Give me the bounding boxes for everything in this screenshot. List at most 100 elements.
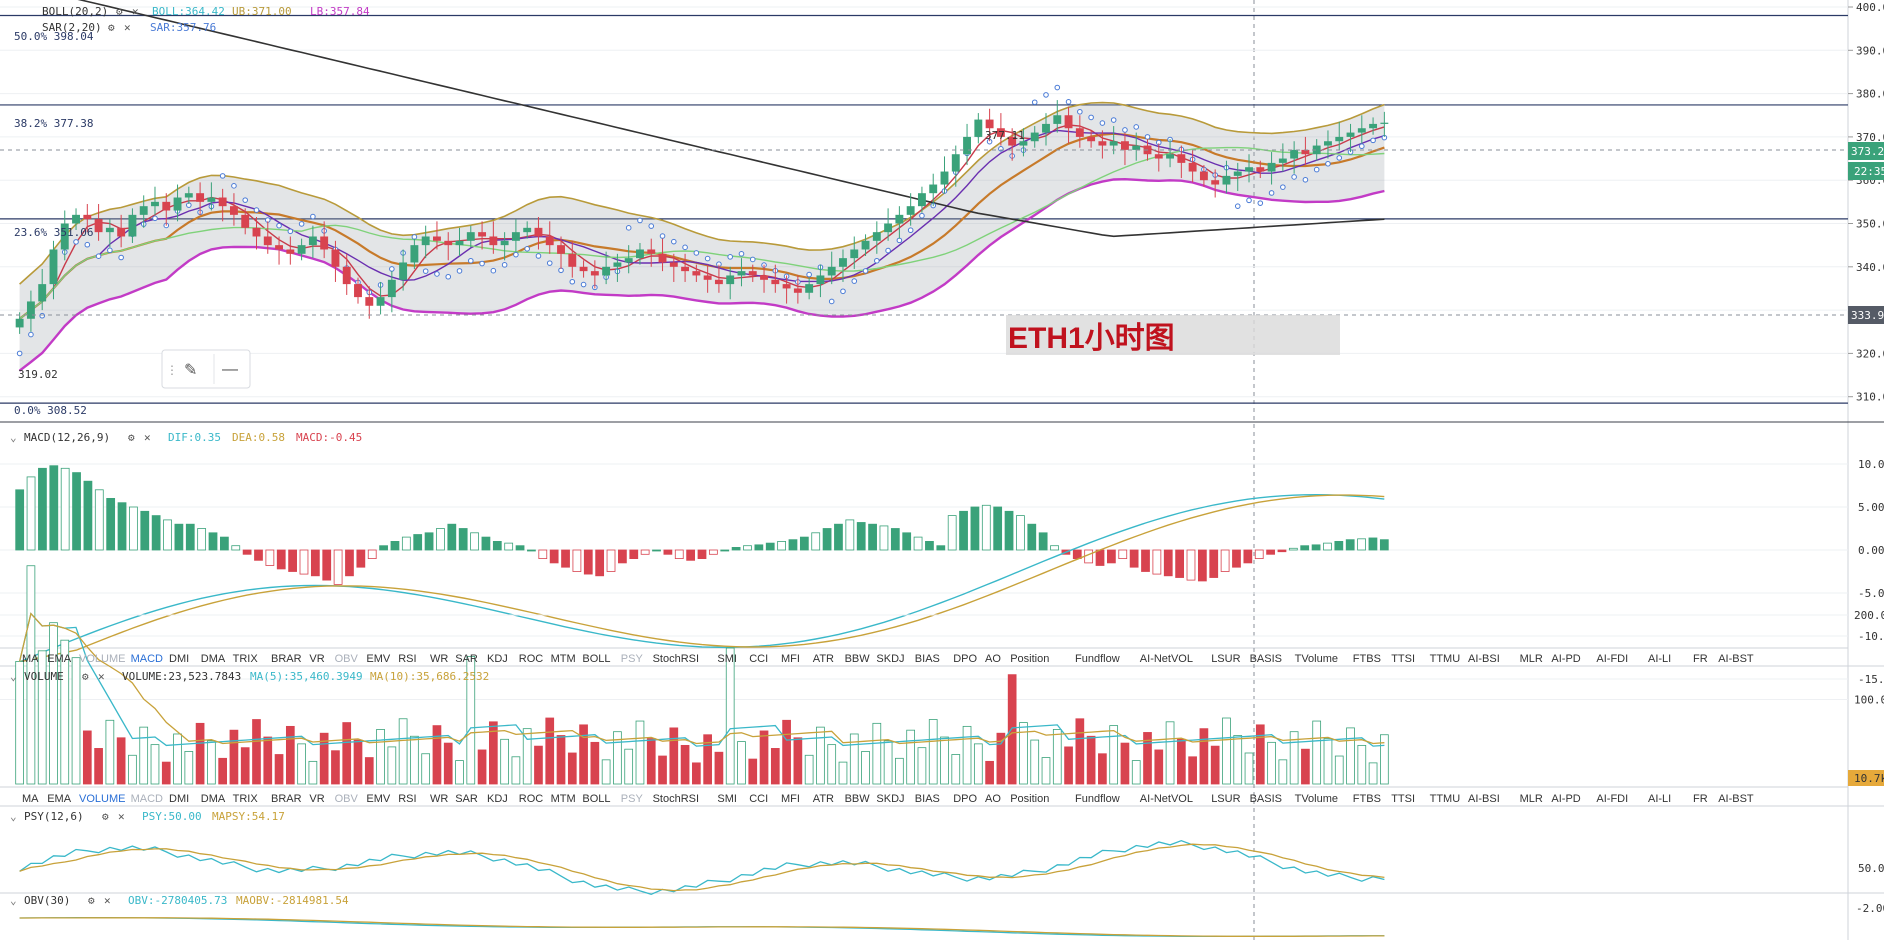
tool-pencil-icon[interactable]: ✎ <box>184 362 197 379</box>
indicator-tab[interactable]: AI-BSI <box>1468 653 1500 665</box>
indicator-tab[interactable]: DPO <box>953 793 977 805</box>
indicator-tab[interactable]: SMI <box>717 793 737 805</box>
indicator-tab[interactable]: Position <box>1010 653 1049 665</box>
indicator-tab[interactable]: VR <box>309 793 324 805</box>
indicator-tab[interactable]: TTSI <box>1391 793 1415 805</box>
indicator-tab[interactable]: MFI <box>781 653 800 665</box>
indicator-tab[interactable]: RSI <box>398 793 416 805</box>
indicator-tab[interactable]: CCI <box>749 653 768 665</box>
obv-settings-icon[interactable]: ⚙ <box>88 894 95 907</box>
indicator-tab[interactable]: AI-BST <box>1718 793 1754 805</box>
indicator-tab[interactable]: TRIX <box>233 653 259 665</box>
drawing-toolbox[interactable]: ⋮ ✎ — <box>161 349 251 389</box>
indicator-tab[interactable]: AI-NetVOL <box>1140 793 1193 805</box>
indicator-tab[interactable]: EMV <box>366 793 391 805</box>
indicator-tab[interactable]: DMA <box>201 653 226 665</box>
vol-collapse-icon[interactable]: ⌄ <box>10 670 17 683</box>
indicator-tab[interactable]: TTSI <box>1391 653 1415 665</box>
indicator-tab[interactable]: SKDJ <box>876 653 904 665</box>
indicator-tab[interactable]: PSY <box>621 653 644 665</box>
vol-settings-icon[interactable]: ⚙ <box>82 670 89 683</box>
indicator-tab[interactable]: VOLUME <box>79 653 125 665</box>
indicator-tab[interactable]: BOLL <box>582 653 610 665</box>
indicator-tab[interactable]: TTMU <box>1430 653 1461 665</box>
indicator-tab[interactable]: BBW <box>845 653 871 665</box>
vol-close-icon[interactable]: ✕ <box>98 670 105 683</box>
obv-collapse-icon[interactable]: ⌄ <box>10 894 17 907</box>
indicator-tab[interactable]: ROC <box>519 653 544 665</box>
indicator-tab[interactable]: AI-LI <box>1648 793 1671 805</box>
indicator-tab[interactable]: LSUR <box>1211 653 1240 665</box>
indicator-tab[interactable]: BOLL <box>582 793 610 805</box>
indicator-tab[interactable]: MLR <box>1520 653 1543 665</box>
indicator-tab[interactable]: ROC <box>519 793 544 805</box>
obv-close-icon[interactable]: ✕ <box>104 894 111 907</box>
macd-collapse-icon[interactable]: ⌄ <box>10 431 17 444</box>
indicator-tab[interactable]: BRAR <box>271 793 302 805</box>
indicator-tab[interactable]: WR <box>430 793 448 805</box>
indicator-tab[interactable]: DMI <box>169 793 189 805</box>
indicator-tab[interactable]: AI-LI <box>1648 653 1671 665</box>
indicator-tab[interactable]: AI-PD <box>1551 793 1580 805</box>
indicator-tab[interactable]: BIAS <box>915 793 940 805</box>
indicator-tab[interactable]: DMA <box>201 793 226 805</box>
indicator-tab[interactable]: TVolume <box>1295 793 1338 805</box>
indicator-tab[interactable]: MA <box>22 793 39 805</box>
indicator-tab[interactable]: WR <box>430 653 448 665</box>
indicator-tab[interactable]: AO <box>985 793 1001 805</box>
indicator-tab[interactable]: BRAR <box>271 653 302 665</box>
indicator-tab[interactable]: MLR <box>1520 793 1543 805</box>
indicator-tab[interactable]: CCI <box>749 793 768 805</box>
macd-close-icon[interactable]: ✕ <box>144 431 151 444</box>
indicator-tab[interactable]: EMA <box>47 793 71 805</box>
indicator-tab[interactable]: OBV <box>335 793 359 805</box>
indicator-tab[interactable]: AI-FDI <box>1596 793 1628 805</box>
indicator-tab[interactable]: VR <box>309 653 324 665</box>
psy-settings-icon[interactable]: ⚙ <box>102 810 109 823</box>
indicator-tab[interactable]: SMI <box>717 653 737 665</box>
indicator-tab[interactable]: LSUR <box>1211 793 1240 805</box>
psy-collapse-icon[interactable]: ⌄ <box>10 810 17 823</box>
indicator-tab[interactable]: MACD <box>131 653 163 665</box>
indicator-tab[interactable]: AI-BSI <box>1468 793 1500 805</box>
indicator-tab[interactable]: KDJ <box>487 653 508 665</box>
indicator-tab[interactable]: MA <box>22 653 39 665</box>
sar-settings-icon[interactable]: ⚙ <box>108 21 115 34</box>
indicator-tab[interactable]: Fundflow <box>1075 653 1120 665</box>
indicator-tab[interactable]: FR <box>1693 653 1708 665</box>
indicator-tab[interactable]: TVolume <box>1295 653 1338 665</box>
indicator-tab[interactable]: Fundflow <box>1075 793 1120 805</box>
boll-close-icon[interactable]: ✕ <box>132 5 139 18</box>
indicator-tab[interactable]: StochRSI <box>653 653 699 665</box>
psy-close-icon[interactable]: ✕ <box>118 810 125 823</box>
indicator-tab[interactable]: ATR <box>813 793 834 805</box>
indicator-tab[interactable]: MTM <box>551 793 576 805</box>
indicator-tab[interactable]: AI-FDI <box>1596 653 1628 665</box>
indicator-tab[interactable]: RSI <box>398 653 416 665</box>
indicator-tab[interactable]: SAR <box>455 653 478 665</box>
indicator-tab[interactable]: AI-PD <box>1551 653 1580 665</box>
indicator-tab[interactable]: AI-NetVOL <box>1140 653 1193 665</box>
indicator-tab[interactable]: BASIS <box>1250 793 1282 805</box>
indicator-tab[interactable]: BIAS <box>915 653 940 665</box>
indicator-tab[interactable]: ATR <box>813 653 834 665</box>
indicator-tab[interactable]: MFI <box>781 793 800 805</box>
boll-settings-icon[interactable]: ⚙ <box>116 5 123 18</box>
indicator-tab[interactable]: FTBS <box>1353 653 1381 665</box>
indicator-tab[interactable]: DPO <box>953 653 977 665</box>
indicator-tab[interactable]: MTM <box>551 653 576 665</box>
indicator-tab[interactable]: StochRSI <box>653 793 699 805</box>
indicator-tab[interactable]: PSY <box>621 793 644 805</box>
macd-settings-icon[interactable]: ⚙ <box>128 431 135 444</box>
tool-line-icon[interactable]: — <box>222 361 238 378</box>
indicator-tab[interactable]: DMI <box>169 653 189 665</box>
indicator-tab[interactable]: OBV <box>335 653 359 665</box>
indicator-tab[interactable]: VOLUME <box>79 793 125 805</box>
sar-close-icon[interactable]: ✕ <box>124 21 131 34</box>
indicator-tab[interactable]: EMA <box>47 653 71 665</box>
indicator-tab[interactable]: BASIS <box>1250 653 1282 665</box>
indicator-tab[interactable]: SKDJ <box>876 793 904 805</box>
indicator-tab[interactable]: AO <box>985 653 1001 665</box>
indicator-tab[interactable]: MACD <box>131 793 163 805</box>
